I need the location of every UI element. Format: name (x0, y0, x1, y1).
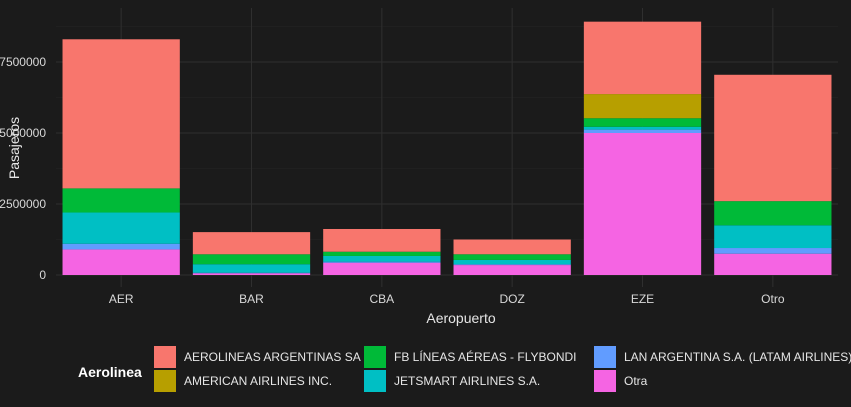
x-tick-label: BAR (239, 292, 264, 306)
bar-segment-aer-aerolineas-argentinas-sa (62, 39, 180, 189)
bar-segment-bar-otra (192, 273, 311, 275)
x-tick-label: EZE (631, 292, 654, 306)
legend-key (154, 370, 176, 392)
x-axis-ticks: AER BAR CBA DOZ EZE Otro (109, 292, 785, 306)
legend-key (594, 346, 616, 368)
bar-segment-doz-fb-l-neas-a-reas-flybondi (453, 254, 571, 260)
bar-segment-otro-lan-argentina-s-a-latam-airlines- (714, 248, 832, 254)
bar-segment-cba-lan-argentina-s-a-latam-airlines- (323, 261, 441, 263)
bar-segment-doz-jetsmart-airlines-s-a- (453, 259, 571, 265)
bar-segment-cba-otra (323, 262, 441, 275)
bar-segment-eze-fb-l-neas-a-reas-flybondi (583, 118, 702, 127)
y-tick-label: 2500000 (0, 197, 46, 211)
bar-segment-aer-lan-argentina-s-a-latam-airlines- (62, 243, 180, 250)
bar-segment-otro-fb-l-neas-a-reas-flybondi (714, 201, 832, 226)
legend-key (364, 370, 386, 392)
legend-key (594, 370, 616, 392)
x-tick-label: AER (109, 292, 134, 306)
bar-segment-cba-jetsmart-airlines-s-a- (323, 255, 441, 262)
bar-segment-bar-aerolineas-argentinas-sa (192, 232, 311, 255)
bar-segment-bar-lan-argentina-s-a-latam-airlines- (192, 272, 311, 274)
legend-label: JETSMART AIRLINES S.A. (394, 374, 540, 388)
legend-label: Otra (624, 374, 648, 388)
y-tick-label: 0 (39, 268, 46, 282)
legend-label: LAN ARGENTINA S.A. (LATAM AIRLINES) (624, 350, 851, 364)
legend-title: Aerolinea (78, 364, 142, 380)
bar-segment-eze-jetsmart-airlines-s-a- (583, 126, 702, 130)
legend-key (364, 346, 386, 368)
x-tick-label: CBA (369, 292, 394, 306)
bar-segment-bar-fb-l-neas-a-reas-flybondi (192, 254, 311, 265)
legend-key (154, 346, 176, 368)
bar-segment-bar-jetsmart-airlines-s-a- (192, 264, 311, 273)
bar-segment-cba-aerolineas-argentinas-sa (323, 228, 441, 252)
bar-segment-eze-aerolineas-argentinas-sa (583, 21, 702, 95)
bar-segment-otro-aerolineas-argentinas-sa (714, 74, 832, 202)
bar-segment-doz-lan-argentina-s-a-latam-airlines- (453, 264, 571, 266)
bars-group (62, 21, 832, 275)
y-axis-ticks: 0 2500000 5000000 7500000 (0, 55, 46, 282)
legend-label: AEROLINEAS ARGENTINAS SA (184, 350, 361, 364)
x-tick-label: DOZ (499, 292, 524, 306)
bar-segment-otro-otra (714, 253, 832, 275)
bar-segment-aer-jetsmart-airlines-s-a- (62, 212, 180, 244)
bar-segment-aer-fb-l-neas-a-reas-flybondi (62, 188, 180, 213)
legend: Aerolinea AEROLINEAS ARGENTINAS SA FB LÍN… (78, 346, 851, 392)
bar-segment-doz-aerolineas-argentinas-sa (453, 239, 571, 255)
legend-label: AMERICAN AIRLINES INC. (184, 374, 332, 388)
bar-segment-cba-fb-l-neas-a-reas-flybondi (323, 251, 441, 256)
y-tick-label: 7500000 (0, 55, 46, 69)
bar-segment-eze-lan-argentina-s-a-latam-airlines- (583, 129, 702, 133)
y-axis-title: Pasajeros (6, 117, 22, 179)
bar-segment-otro-jetsmart-airlines-s-a- (714, 225, 832, 249)
x-tick-label: Otro (761, 292, 785, 306)
bar-segment-eze-american-airlines-inc- (583, 94, 702, 119)
bar-segment-eze-otra (583, 133, 702, 275)
legend-label: FB LÍNEAS AÉREAS - FLYBONDI (394, 349, 577, 364)
x-axis-title: Aeropuerto (426, 310, 495, 326)
bar-segment-doz-otra (453, 265, 571, 275)
y-tick-label: 5000000 (0, 126, 46, 140)
bar-segment-aer-otra (62, 249, 180, 275)
